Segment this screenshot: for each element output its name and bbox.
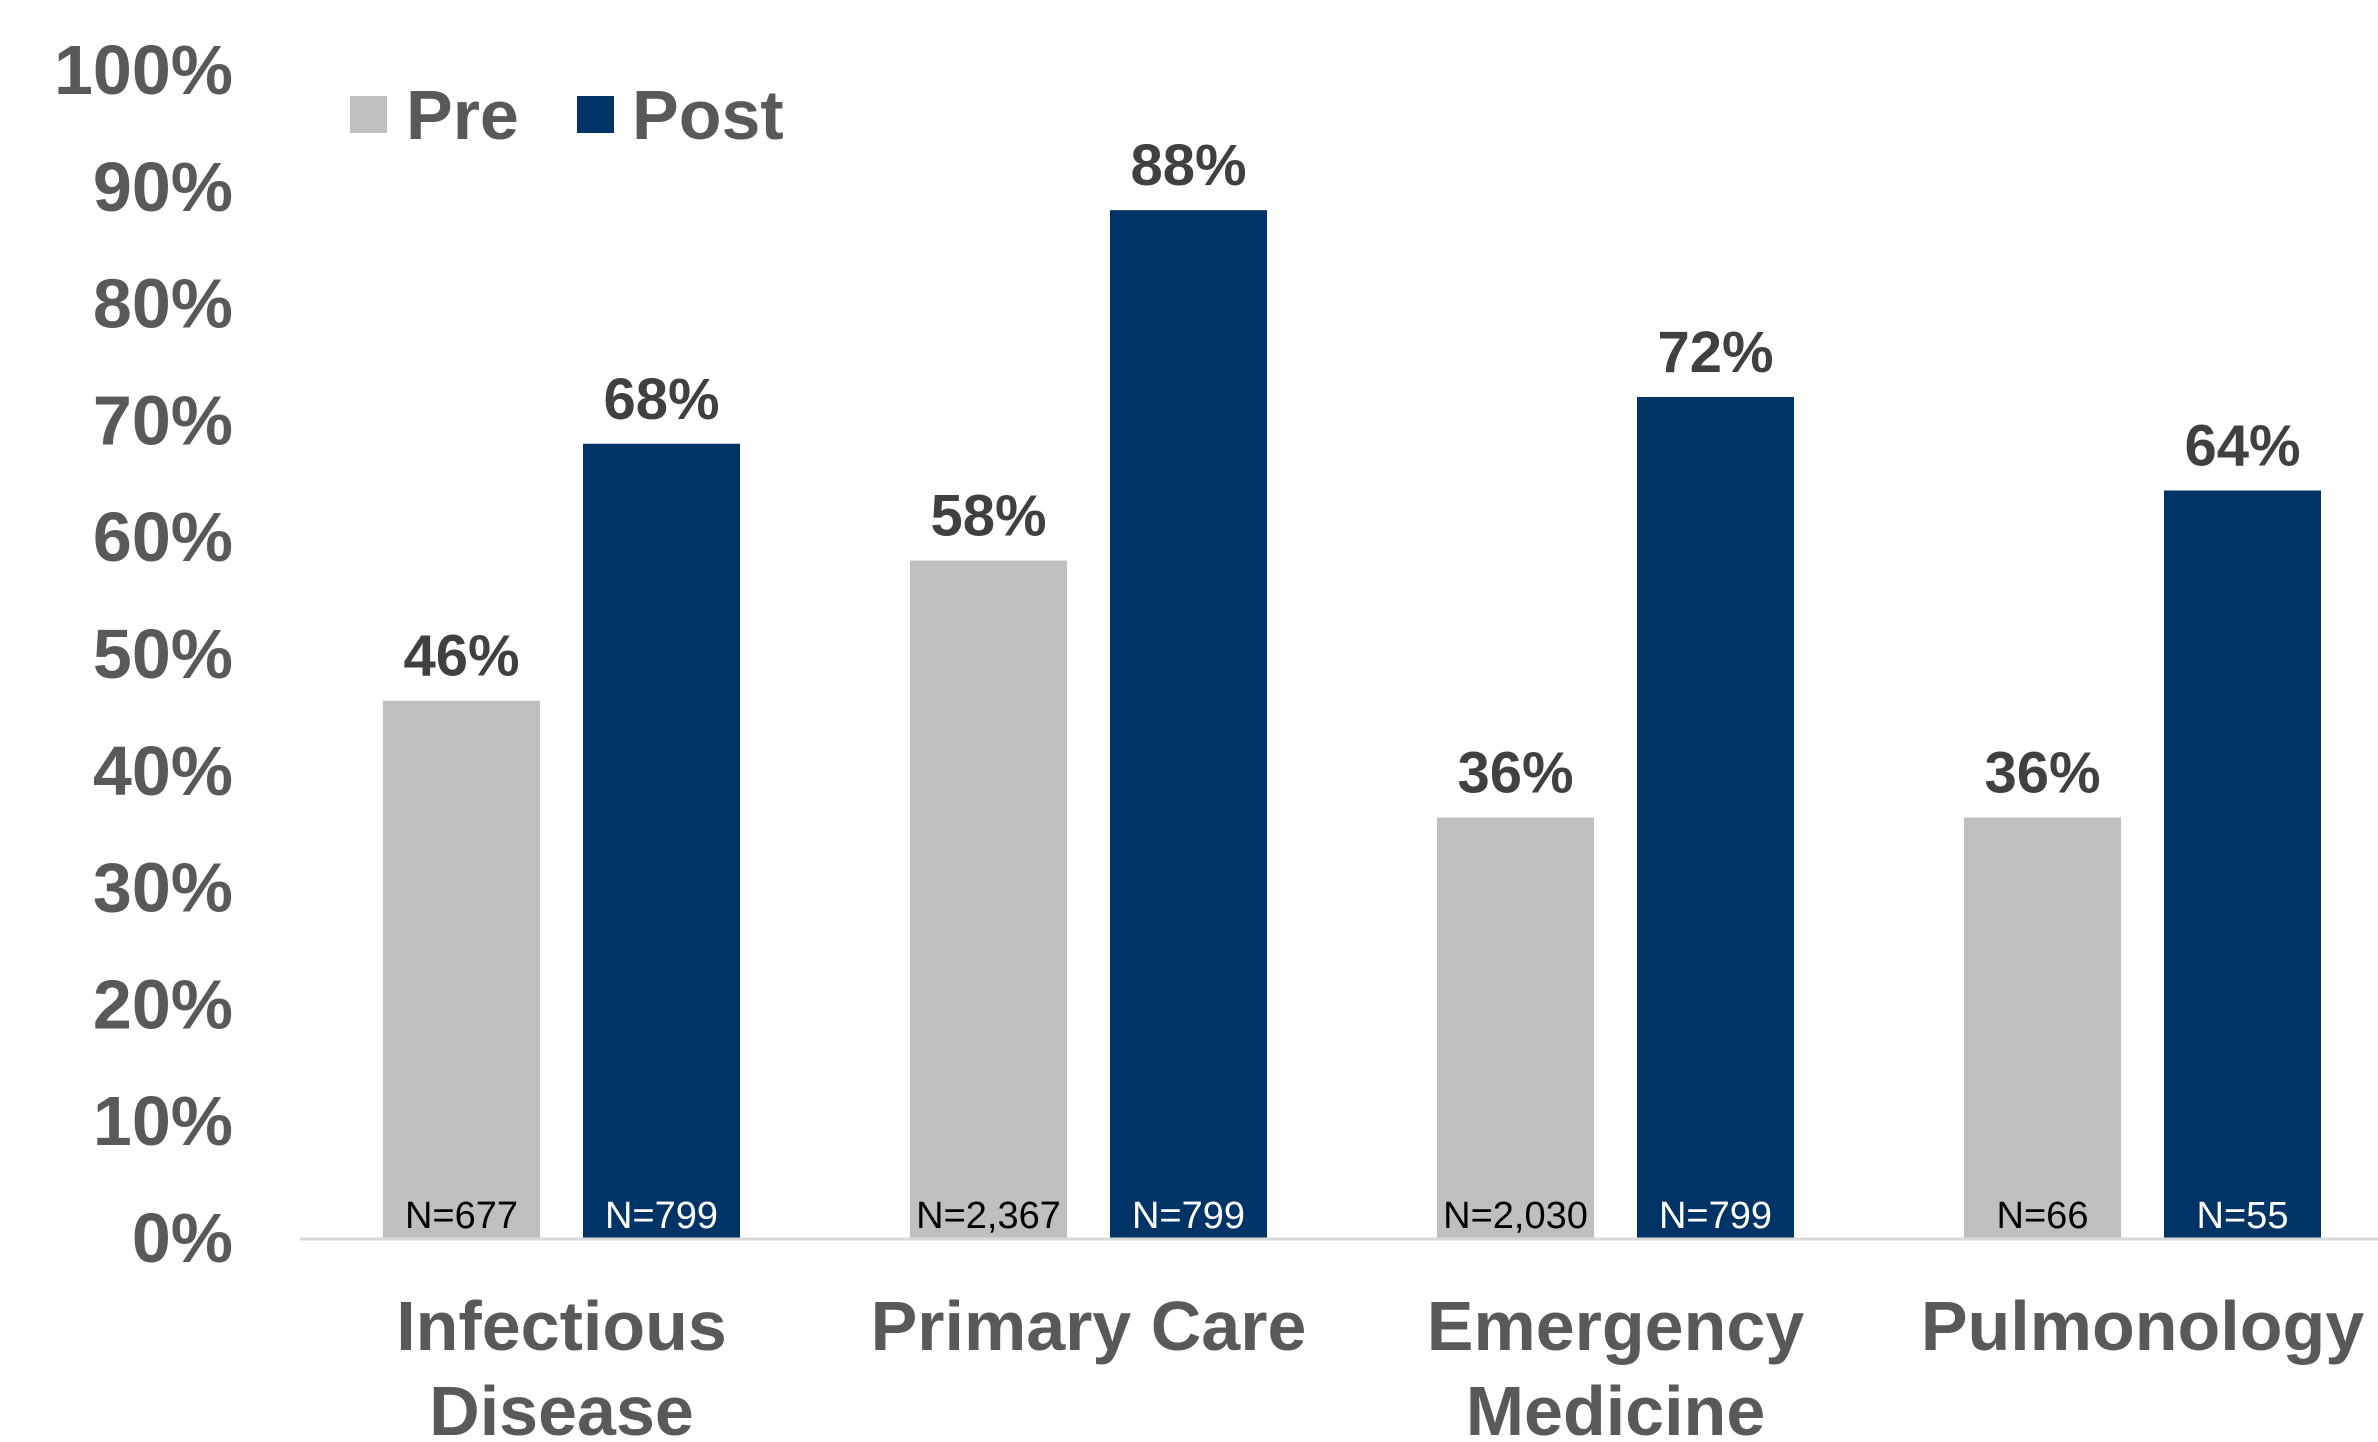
bar-n-label: N=66 [1997, 1195, 2089, 1237]
bar-value-label: 72% [1657, 320, 1773, 385]
bar-pre [1437, 817, 1594, 1238]
bar-value-label: 36% [1457, 741, 1573, 806]
bar-n-label: N=799 [605, 1195, 718, 1237]
x-category-label: Pulmonology [1921, 1287, 2364, 1365]
legend-swatch-pre [350, 96, 387, 133]
legend-label-pre: Pre [406, 76, 519, 154]
x-category-label: Primary Care [871, 1287, 1307, 1365]
x-category-label: Emergency [1427, 1287, 1804, 1365]
bar-value-label: 64% [2184, 413, 2300, 478]
y-tick-label: 70% [93, 381, 233, 459]
bar-value-label: 36% [1984, 741, 2100, 806]
bar-n-label: N=2,030 [1443, 1195, 1588, 1237]
x-category-label: Medicine [1466, 1372, 1766, 1442]
bar-post [1110, 210, 1267, 1238]
bar-value-label: 46% [403, 624, 519, 689]
y-axis: 0% 10% 20% 30% 40% 50% 60% 70% 80% 90% 100% [54, 31, 233, 1277]
bar-n-label: N=799 [1132, 1195, 1245, 1237]
y-tick-label: 30% [93, 849, 233, 927]
y-tick-label: 80% [93, 265, 233, 343]
x-category-label: Infectious [396, 1287, 727, 1365]
y-tick-label: 90% [93, 148, 233, 226]
bar-value-label: 68% [603, 367, 719, 432]
bars: 46% N=677 68% N=799 58% N=2,367 88% N=799 36% N=2… [383, 133, 2321, 1239]
bar-post [2164, 490, 2321, 1239]
bar-value-label: 88% [1130, 133, 1246, 198]
y-tick-label: 60% [93, 498, 233, 576]
y-tick-label: 20% [93, 965, 233, 1043]
bar-n-label: N=799 [1659, 1195, 1772, 1237]
bar-n-label: N=677 [405, 1195, 518, 1237]
legend: Pre Post [350, 76, 784, 154]
y-tick-label: 50% [93, 615, 233, 693]
bar-n-label: N=55 [2197, 1195, 2289, 1237]
bar-value-label: 58% [930, 484, 1046, 549]
bar-post [1637, 397, 1794, 1238]
legend-swatch-post [577, 96, 614, 133]
bar-pre [910, 560, 1067, 1238]
bar-pre [383, 700, 540, 1238]
y-tick-label: 100% [54, 31, 233, 109]
bar-pre [1964, 817, 2121, 1238]
y-tick-label: 0% [132, 1199, 233, 1277]
bar-post [583, 443, 740, 1238]
legend-label-post: Post [632, 76, 784, 154]
y-tick-label: 40% [93, 732, 233, 810]
x-category-label: Disease [429, 1372, 694, 1442]
y-tick-label: 10% [93, 1082, 233, 1160]
bar-n-label: N=2,367 [916, 1195, 1061, 1237]
